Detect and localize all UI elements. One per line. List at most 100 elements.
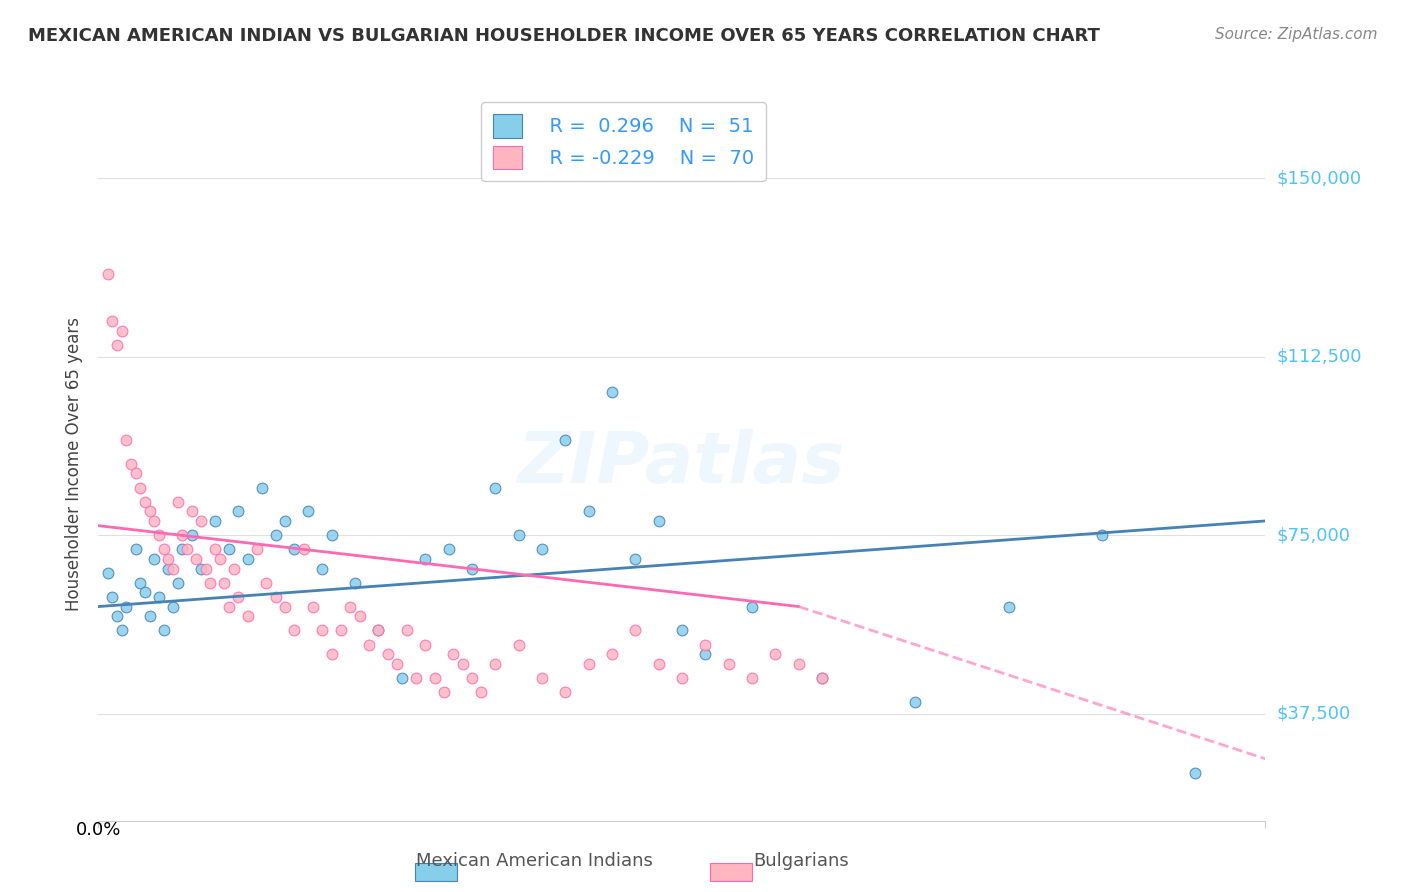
Point	[157, 561, 180, 575]
Point	[647, 514, 669, 528]
Point	[530, 671, 553, 685]
Point	[437, 542, 460, 557]
Point	[451, 657, 474, 671]
Text: MEXICAN AMERICAN INDIAN VS BULGARIAN HOUSEHOLDER INCOME OVER 65 YEARS CORRELATIO: MEXICAN AMERICAN INDIAN VS BULGARIAN HOU…	[28, 27, 1099, 45]
Point	[530, 542, 553, 557]
Legend:   R =  0.296    N =  51,   R = -0.229    N =  70: R = 0.296 N = 51, R = -0.229 N = 70	[481, 103, 766, 181]
Point	[405, 671, 427, 685]
Point	[105, 609, 128, 624]
Point	[228, 504, 250, 518]
Point	[264, 528, 287, 542]
Point	[208, 552, 231, 566]
Point	[283, 542, 305, 557]
Point	[101, 590, 124, 604]
Point	[624, 552, 647, 566]
Point	[624, 624, 647, 638]
Point	[554, 433, 576, 447]
Point	[578, 504, 600, 518]
Point	[139, 504, 162, 518]
Point	[214, 575, 236, 590]
Point	[695, 638, 717, 652]
Point	[274, 514, 297, 528]
Point	[143, 514, 166, 528]
Point	[344, 575, 367, 590]
Point	[134, 585, 156, 599]
Point	[461, 561, 484, 575]
Point	[129, 575, 152, 590]
Point	[600, 647, 623, 661]
Point	[204, 514, 226, 528]
Text: 0.0%: 0.0%	[76, 821, 121, 838]
Point	[115, 599, 138, 614]
Point	[600, 385, 623, 400]
Point	[190, 561, 212, 575]
Point	[997, 599, 1019, 614]
Point	[391, 671, 413, 685]
Point	[1091, 528, 1114, 542]
Point	[129, 481, 152, 495]
Point	[554, 685, 576, 699]
Point	[172, 542, 194, 557]
Point	[125, 467, 148, 481]
Point	[218, 542, 240, 557]
Point	[148, 590, 170, 604]
Point	[283, 624, 305, 638]
Point	[359, 638, 381, 652]
Point	[148, 528, 170, 542]
Point	[385, 657, 408, 671]
Y-axis label: Householder Income Over 65 years: Householder Income Over 65 years	[65, 317, 83, 611]
Point	[367, 624, 389, 638]
Point	[441, 647, 464, 661]
Point	[264, 590, 287, 604]
Point	[120, 457, 142, 471]
Point	[256, 575, 278, 590]
Point	[186, 552, 208, 566]
Point	[166, 575, 188, 590]
Point	[302, 599, 325, 614]
Point	[484, 481, 506, 495]
Point	[101, 314, 124, 328]
Point	[172, 528, 194, 542]
Point	[433, 685, 456, 699]
Point	[695, 647, 717, 661]
Point	[236, 552, 259, 566]
Point	[377, 647, 399, 661]
Point	[190, 514, 212, 528]
Point	[246, 542, 269, 557]
Point	[222, 561, 245, 575]
Point	[105, 338, 128, 352]
Point	[671, 624, 693, 638]
Point	[111, 324, 134, 338]
Point	[292, 542, 315, 557]
Point	[200, 575, 222, 590]
Text: Bulgarians: Bulgarians	[754, 852, 849, 870]
Point	[470, 685, 492, 699]
Point	[152, 624, 174, 638]
Point	[717, 657, 740, 671]
Point	[143, 552, 166, 566]
Point	[578, 657, 600, 671]
Point	[125, 542, 148, 557]
Point	[152, 542, 174, 557]
Point	[787, 657, 810, 671]
Point	[763, 647, 786, 661]
Text: $37,500: $37,500	[1277, 705, 1351, 723]
Point	[330, 624, 353, 638]
Text: $75,000: $75,000	[1277, 526, 1351, 544]
Point	[134, 495, 156, 509]
Point	[194, 561, 217, 575]
Point	[228, 590, 250, 604]
Point	[811, 671, 834, 685]
Point	[671, 671, 693, 685]
Point	[97, 267, 120, 281]
Point	[162, 599, 184, 614]
Point	[204, 542, 226, 557]
Text: Mexican American Indians: Mexican American Indians	[416, 852, 652, 870]
Point	[349, 609, 371, 624]
Point	[311, 624, 333, 638]
Point	[647, 657, 669, 671]
Point	[413, 638, 436, 652]
Point	[250, 481, 273, 495]
Text: ZIPatlas: ZIPatlas	[519, 429, 845, 499]
Point	[413, 552, 436, 566]
